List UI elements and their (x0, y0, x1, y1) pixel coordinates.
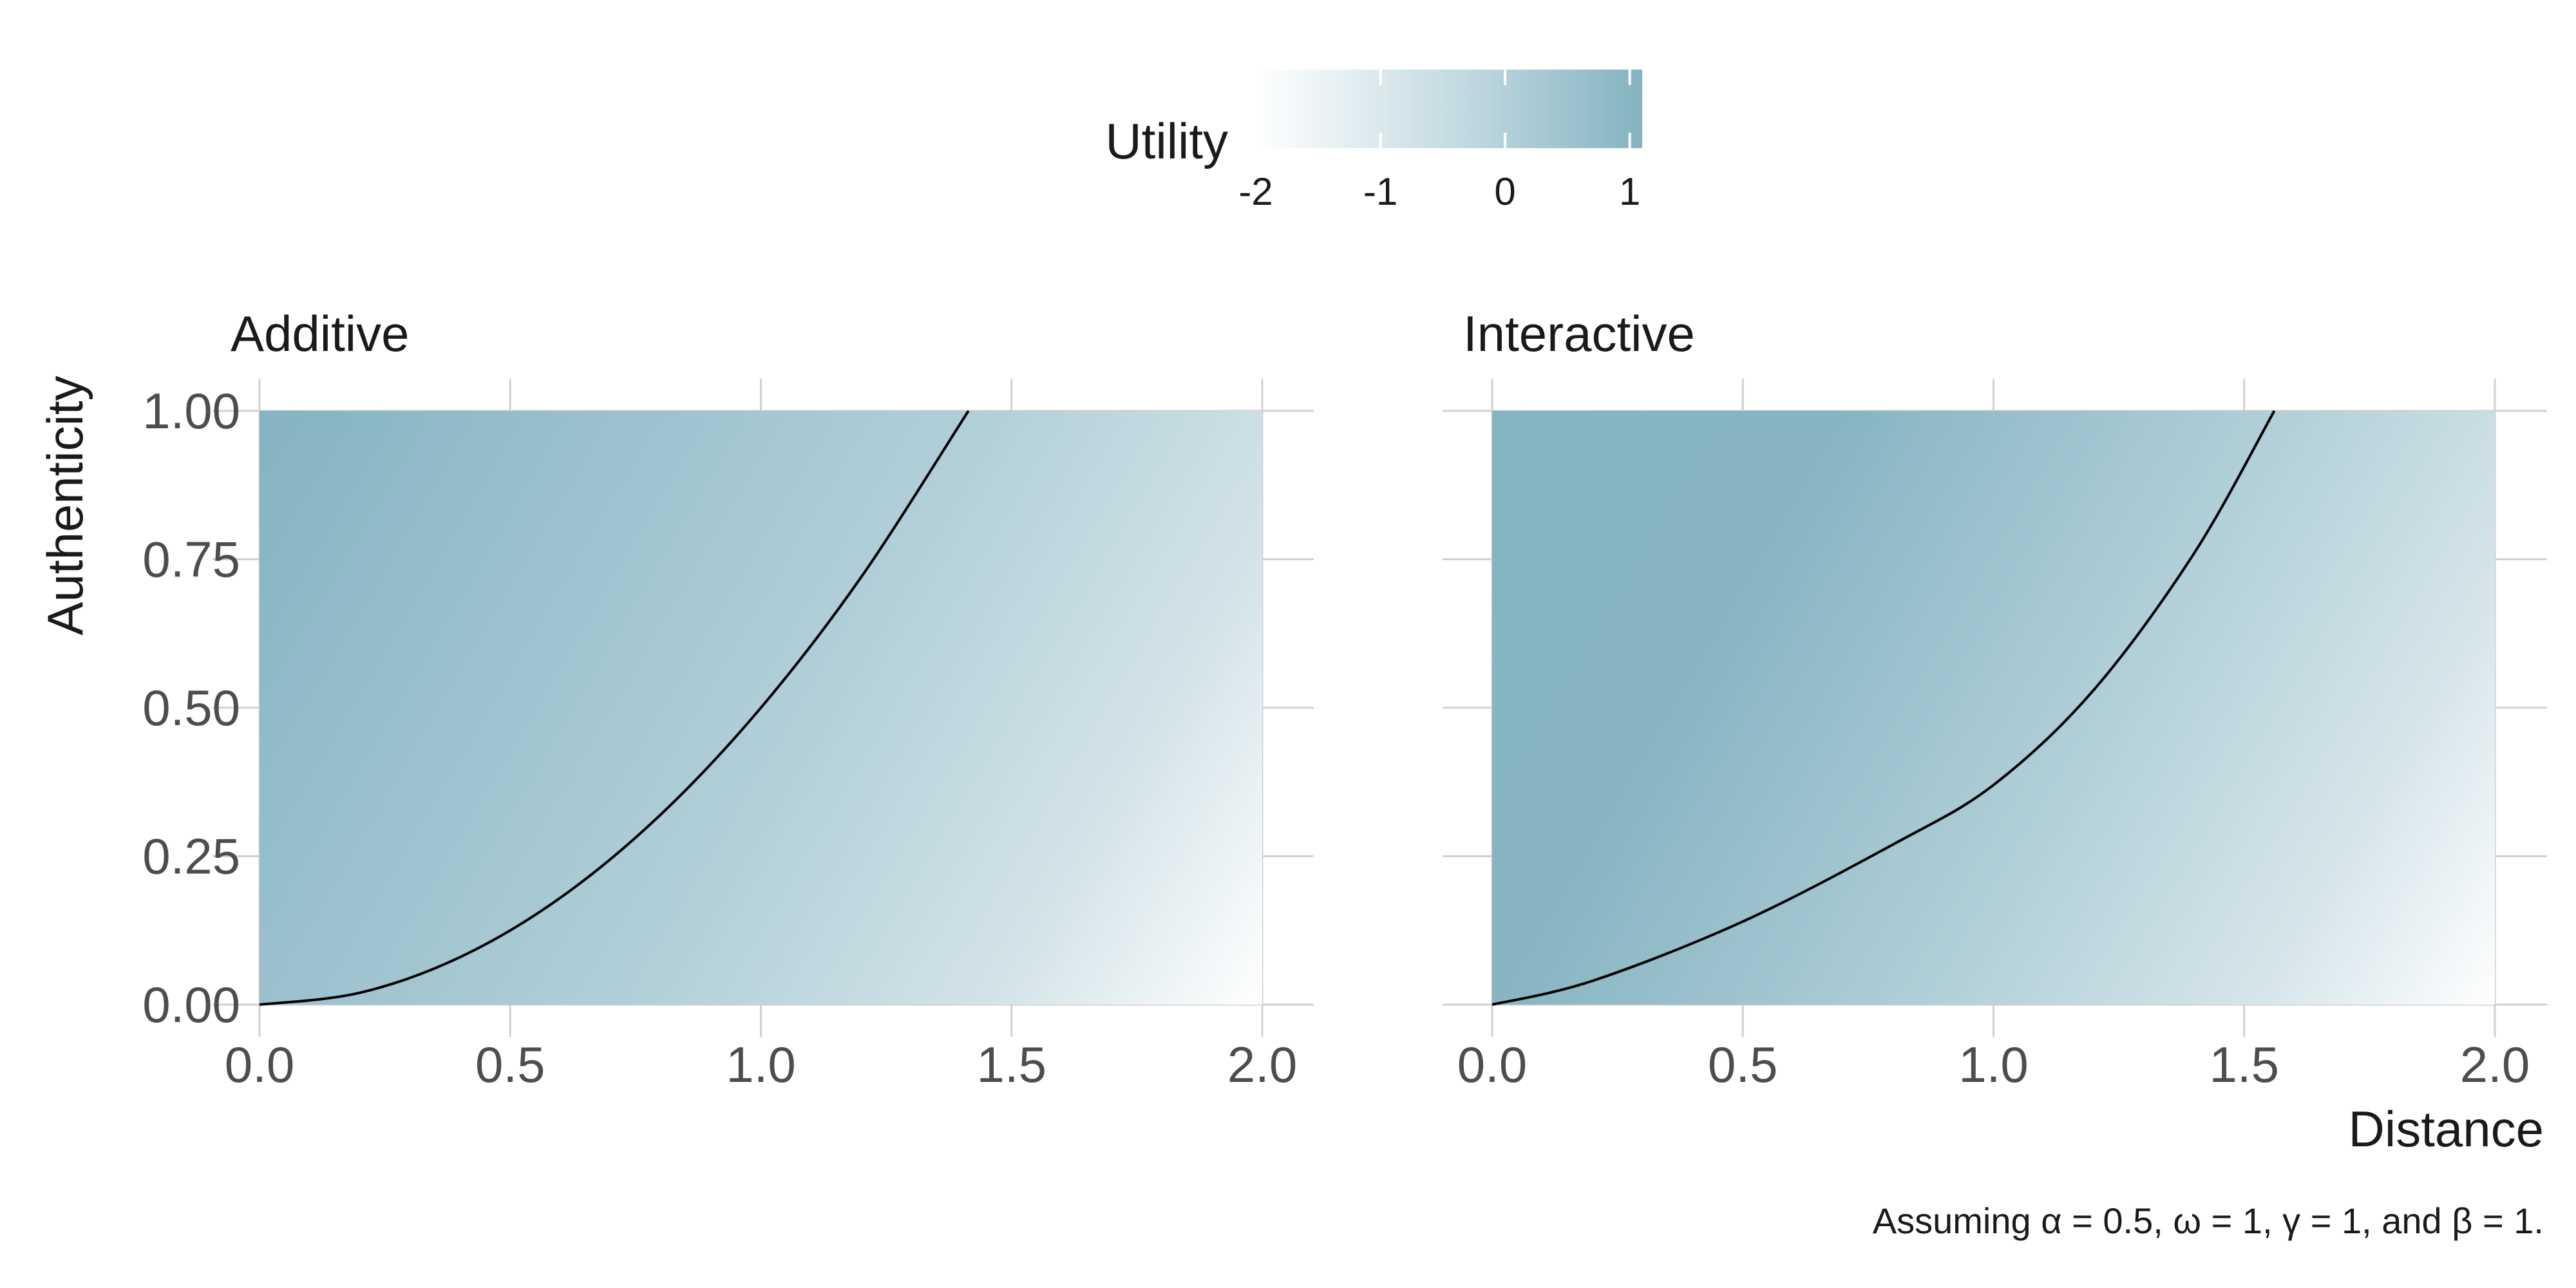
x-tick-labels-additive: 0.0 0.5 1.0 1.5 2.0 (225, 1036, 1297, 1093)
y-tick-label: 1.00 (142, 383, 240, 439)
y-tick-label: 0.75 (142, 531, 240, 588)
panel-title-interactive: Interactive (1463, 305, 1695, 362)
legend-colorbar (1256, 70, 1642, 148)
legend-title: Utility (1105, 113, 1228, 169)
y-tick-label: 0.25 (142, 828, 240, 885)
indifference-curve-layer-interactive (1492, 410, 2276, 1006)
x-tick-label: 0.0 (225, 1036, 294, 1093)
legend-tick-label: -1 (1363, 170, 1397, 213)
legend-tick-label: 0 (1494, 170, 1515, 213)
y-axis-title: Authenticity (37, 375, 93, 635)
indifference-curve-layer-additive (259, 410, 970, 1006)
legend-tick-label: 1 (1619, 170, 1640, 213)
indifference-curve (259, 410, 970, 1006)
x-tick-label: 1.0 (1958, 1036, 2028, 1093)
indifference-curve (1492, 410, 2276, 1006)
y-tick-label: 0.50 (142, 679, 240, 736)
legend: Utility -2 -1 0 1 (1105, 70, 1642, 213)
legend-ticks: -2 -1 0 1 (1238, 70, 1640, 213)
x-axis-title: Distance (2349, 1101, 2544, 1157)
x-tick-label: 1.5 (2210, 1036, 2279, 1093)
panel-additive: Additive 0.0 0.5 1.0 1.5 2.0 0.00 0.25 0.50 0.7… (142, 305, 1314, 1093)
x-tick-label: 0.5 (475, 1036, 545, 1093)
panel-interactive: Interactive 0.0 0.5 1.0 1.5 2.0 (1443, 305, 2547, 1093)
x-tick-label: 0.0 (1457, 1036, 1527, 1093)
x-tick-label: 0.5 (1708, 1036, 1777, 1093)
x-tick-label: 2.0 (2460, 1036, 2530, 1093)
x-tick-label: 1.5 (977, 1036, 1046, 1093)
y-tick-labels: 0.00 0.25 0.50 0.75 1.00 (142, 383, 240, 1033)
heatmap-interactive (1492, 411, 2495, 1005)
x-tick-label: 2.0 (1227, 1036, 1297, 1093)
x-tick-label: 1.0 (726, 1036, 795, 1093)
y-tick-label: 0.00 (142, 976, 240, 1033)
x-tick-labels-interactive: 0.0 0.5 1.0 1.5 2.0 (1457, 1036, 2530, 1093)
panel-title-additive: Additive (231, 305, 410, 362)
caption: Assuming α = 0.5, ω = 1, γ = 1, and β = … (1873, 1200, 2544, 1241)
legend-tick-label: -2 (1238, 170, 1273, 213)
